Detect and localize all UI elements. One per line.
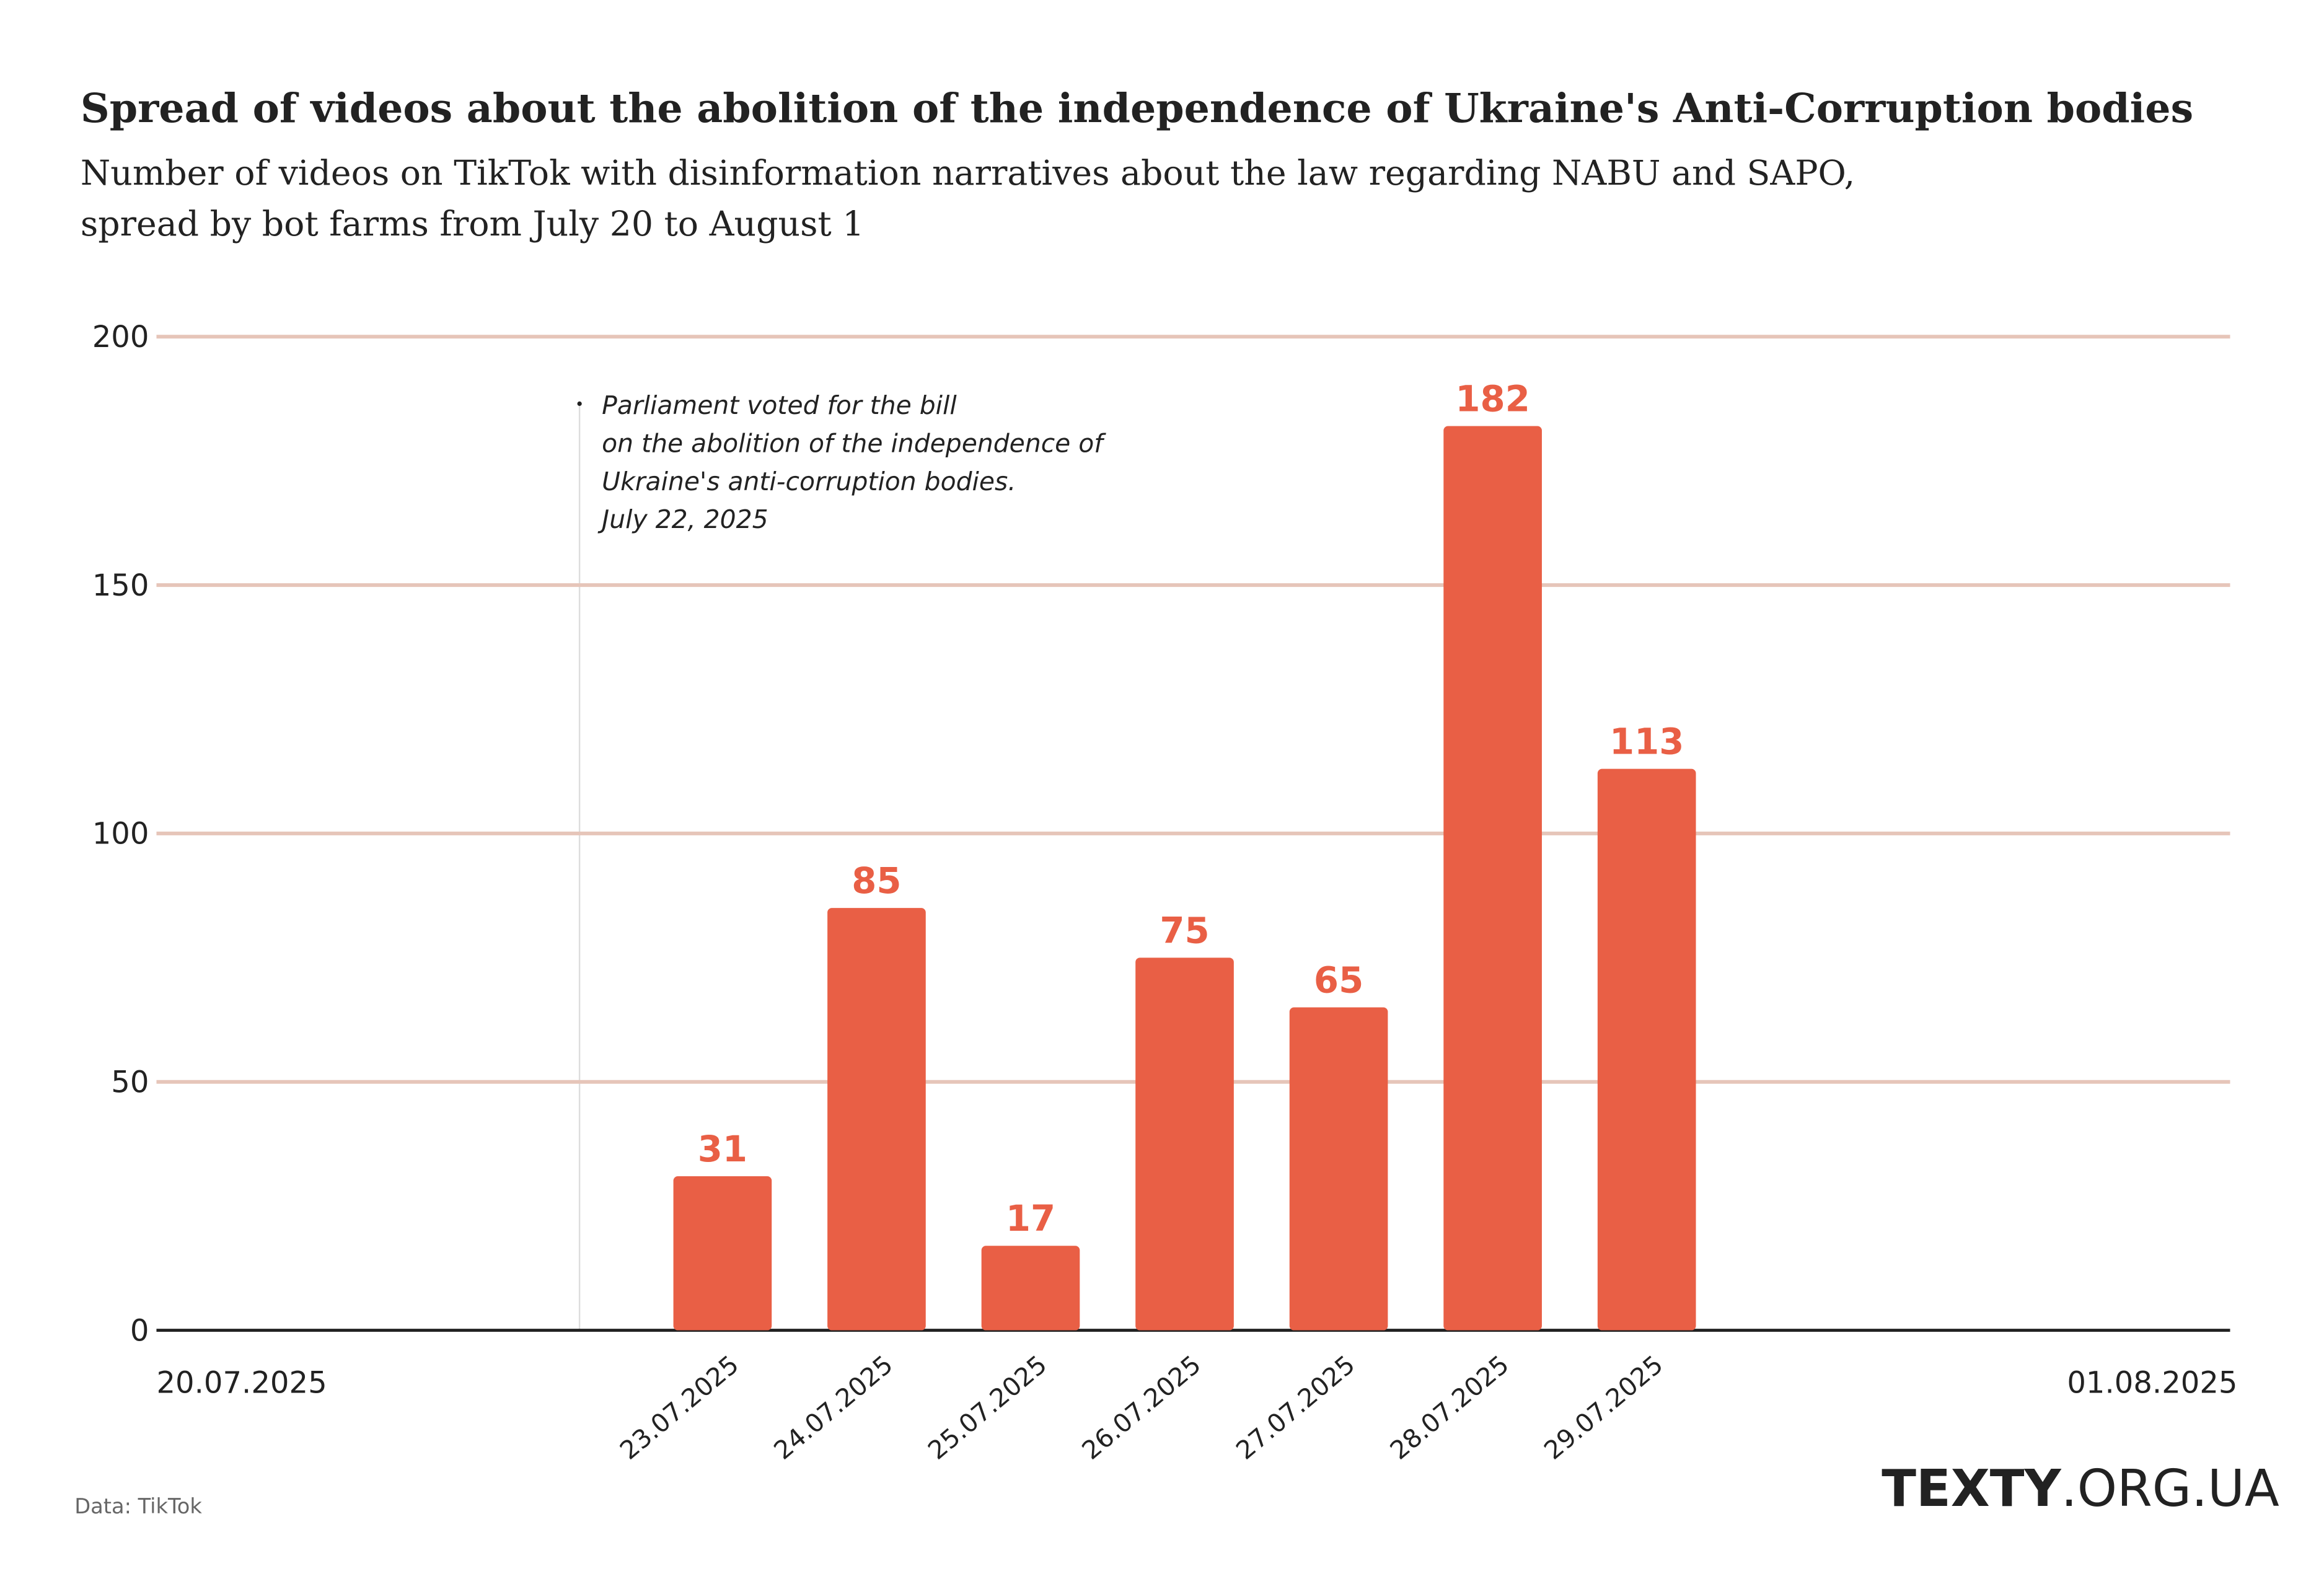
x-range-label: 20.07.2025	[156, 1366, 327, 1401]
x-range-label: 01.08.2025	[2067, 1366, 2237, 1401]
logo-rest: .ORG.UA	[2061, 1459, 2279, 1518]
value-label: 31	[698, 1128, 747, 1170]
bar	[981, 1246, 1080, 1331]
annotation: Parliament voted for the bill	[602, 390, 957, 420]
x-tick-label: 25.07.2025	[922, 1350, 1052, 1466]
x-tick-label: 28.07.2025	[1384, 1350, 1515, 1466]
logo: TEXTY.ORG.UA	[1882, 1459, 2279, 1518]
x-tick-label: 24.07.2025	[768, 1350, 899, 1466]
bar	[1289, 1007, 1388, 1331]
chart-title: Spread of videos about the abolition of …	[81, 85, 2193, 132]
bar	[1597, 768, 1696, 1331]
x-tick-label: 26.07.2025	[1076, 1350, 1207, 1466]
logo-bold: TEXTY	[1882, 1459, 2061, 1518]
chart-subtitle: spread by bot farms from July 20 to Augu…	[81, 205, 865, 244]
value-label: 17	[1006, 1197, 1055, 1239]
y-tick-label: 50	[111, 1065, 149, 1100]
bar	[1443, 426, 1542, 1331]
bar	[827, 908, 926, 1331]
annotation: Ukraine's anti-corruption bodies.	[602, 467, 1016, 496]
annotation: July 22, 2025	[597, 504, 768, 534]
value-label: 113	[1609, 721, 1684, 763]
value-label: 182	[1455, 378, 1530, 420]
bar	[1135, 957, 1234, 1331]
y-tick-label: 0	[130, 1313, 149, 1348]
annotation-dot	[577, 401, 582, 407]
source: Data: TikTok	[74, 1494, 202, 1518]
y-tick-label: 100	[92, 817, 149, 852]
chart-subtitle: Number of videos on TikTok with disinfor…	[81, 154, 1855, 193]
annotation: on the abolition of the independence of	[602, 429, 1106, 459]
x-tick-label: 23.07.2025	[614, 1350, 744, 1466]
value-label: 85	[852, 860, 901, 902]
y-tick-label: 150	[92, 568, 149, 603]
y-tick-label: 200	[92, 320, 149, 354]
x-tick-label: 27.07.2025	[1230, 1350, 1360, 1466]
value-label: 75	[1160, 909, 1209, 951]
bar	[673, 1176, 772, 1331]
x-tick-label: 29.07.2025	[1538, 1350, 1668, 1466]
value-label: 65	[1314, 959, 1363, 1001]
